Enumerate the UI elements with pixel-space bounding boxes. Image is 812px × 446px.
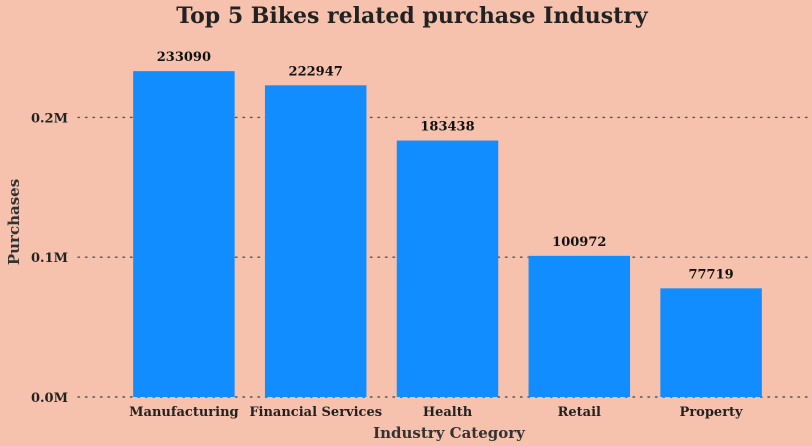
bar-0 bbox=[133, 71, 235, 397]
data-label-3: 100972 bbox=[552, 235, 606, 250]
y-axis-title: Purchases bbox=[5, 179, 23, 265]
data-label-4: 77719 bbox=[688, 267, 733, 282]
bar-3 bbox=[528, 255, 631, 397]
y-tick-label-2: 0.2M bbox=[31, 111, 68, 126]
data-label-0: 233090 bbox=[157, 50, 211, 65]
y-tick-label-1: 0.1M bbox=[31, 251, 68, 266]
bar-1 bbox=[264, 85, 367, 397]
x-tick-label-0: Manufacturing bbox=[129, 405, 238, 420]
y-tick-label-0: 0.0M bbox=[31, 391, 68, 406]
y-axis-ticks: 0.0M 0.1M 0.2M bbox=[31, 111, 68, 406]
x-tick-label-3: Retail bbox=[558, 405, 601, 420]
data-labels: 233090 222947 183438 100972 77719 bbox=[157, 50, 734, 282]
x-axis-title: Industry Category bbox=[373, 424, 526, 442]
data-label-2: 183438 bbox=[420, 120, 474, 135]
bar-4 bbox=[660, 288, 762, 397]
bars bbox=[133, 71, 762, 397]
x-tick-label-4: Property bbox=[680, 405, 744, 420]
chart-title: Top 5 Bikes related purchase Industry bbox=[176, 3, 649, 29]
data-label-1: 222947 bbox=[289, 64, 343, 79]
x-tick-label-1: Financial Services bbox=[249, 405, 382, 420]
bar-2 bbox=[396, 140, 499, 397]
x-axis-ticks: Manufacturing Financial Services Health Ret… bbox=[129, 405, 743, 420]
x-tick-label-2: Health bbox=[423, 405, 473, 420]
